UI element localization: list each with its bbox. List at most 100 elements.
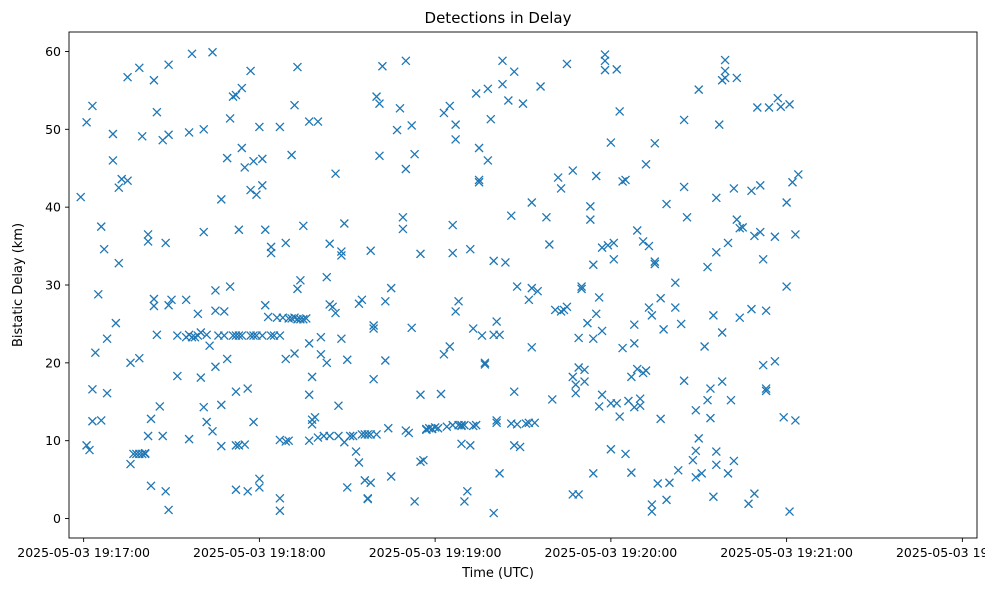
- data-point-x-marker: [662, 495, 671, 505]
- data-point-x-marker: [697, 468, 707, 478]
- data-point-x-marker: [380, 356, 390, 365]
- data-point-x-marker: [172, 371, 182, 381]
- data-point-x-marker: [392, 125, 402, 135]
- data-point-x-marker: [471, 89, 481, 98]
- data-point-x-marker: [99, 244, 109, 254]
- data-point-x-marker: [656, 293, 666, 303]
- data-point-x-marker: [369, 321, 379, 330]
- data-point-x-marker: [140, 448, 150, 458]
- data-point-x-marker: [369, 374, 379, 384]
- data-point-x-marker: [512, 282, 522, 292]
- data-point-x-marker: [366, 246, 376, 256]
- data-point-x-marker: [747, 186, 756, 196]
- data-point-x-marker: [615, 412, 625, 422]
- data-point-x-marker: [474, 177, 484, 187]
- data-point-x-marker: [240, 162, 250, 172]
- data-point-x-marker: [260, 225, 270, 235]
- data-point-x-marker: [694, 433, 704, 443]
- data-point-x-marker: [571, 380, 581, 390]
- data-point-x-marker: [445, 101, 455, 111]
- data-point-x-marker: [322, 272, 332, 282]
- data-point-x-marker: [231, 90, 241, 100]
- data-point-x-marker: [612, 64, 622, 74]
- data-point-x-marker: [146, 414, 156, 424]
- data-point-x-marker: [656, 414, 666, 424]
- data-point-x-marker: [281, 437, 291, 446]
- data-point-x-marker: [290, 100, 299, 110]
- data-point-x-marker: [785, 99, 795, 109]
- data-point-x-marker: [749, 489, 759, 499]
- data-point-x-marker: [243, 384, 253, 393]
- data-point-x-marker: [509, 387, 519, 397]
- data-markers: [76, 47, 803, 518]
- data-point-x-marker: [134, 63, 144, 73]
- data-point-x-marker: [275, 506, 285, 516]
- y-tick-label: 40: [45, 200, 61, 215]
- data-point-x-marker: [137, 131, 147, 141]
- data-point-x-marker: [231, 440, 241, 450]
- data-point-x-marker: [87, 101, 97, 111]
- data-point-x-marker: [597, 243, 607, 253]
- data-point-x-marker: [591, 171, 601, 181]
- data-point-x-marker: [489, 508, 499, 518]
- data-point-x-marker: [181, 295, 191, 305]
- x-axis: 2025-05-03 19:17:00 2025-05-03 19:18:00 20…: [17, 538, 985, 560]
- data-point-x-marker: [196, 373, 206, 383]
- data-point-x-marker: [375, 151, 384, 161]
- data-point-x-marker: [222, 354, 232, 364]
- data-point-x-marker: [755, 180, 765, 190]
- data-point-x-marker: [108, 129, 118, 139]
- data-point-x-marker: [650, 259, 660, 269]
- data-point-x-marker: [703, 395, 712, 405]
- data-point-x-marker: [237, 331, 247, 341]
- data-point-x-marker: [87, 384, 97, 394]
- data-point-x-marker: [448, 248, 458, 258]
- data-point-x-marker: [383, 423, 393, 433]
- data-point-x-marker: [257, 154, 267, 164]
- data-point-x-marker: [574, 489, 584, 499]
- data-point-x-marker: [143, 236, 153, 246]
- x-tick-label: 2025-05-03 19:22:00: [896, 545, 985, 560]
- data-point-x-marker: [700, 342, 710, 351]
- data-point-x-marker: [468, 324, 478, 334]
- data-point-x-marker: [518, 99, 528, 109]
- data-point-x-marker: [451, 307, 461, 316]
- data-point-x-marker: [788, 177, 797, 187]
- data-point-x-marker: [465, 440, 475, 450]
- data-point-x-marker: [732, 73, 742, 83]
- data-point-x-marker: [164, 505, 174, 515]
- data-point-x-marker: [662, 199, 671, 209]
- data-point-x-marker: [609, 254, 619, 264]
- data-point-x-marker: [336, 247, 346, 256]
- data-point-x-marker: [360, 475, 370, 485]
- data-point-x-marker: [483, 84, 493, 94]
- data-point-x-marker: [398, 224, 408, 234]
- data-point-x-marker: [577, 282, 587, 292]
- data-point-x-marker: [779, 412, 789, 422]
- data-point-x-marker: [729, 184, 739, 193]
- data-point-x-marker: [158, 431, 168, 441]
- data-point-x-marker: [758, 254, 768, 264]
- data-point-x-marker: [691, 405, 701, 415]
- data-point-x-marker: [313, 117, 323, 126]
- data-point-x-marker: [210, 362, 220, 372]
- data-point-x-marker: [723, 238, 733, 248]
- data-point-x-marker: [509, 440, 519, 450]
- data-point-x-marker: [480, 358, 490, 368]
- data-point-x-marker: [644, 241, 654, 251]
- data-point-x-marker: [723, 468, 733, 478]
- data-point-x-marker: [222, 153, 232, 163]
- data-point-x-marker: [193, 309, 203, 319]
- data-point-x-marker: [720, 73, 730, 83]
- data-point-x-marker: [304, 117, 314, 126]
- data-point-x-marker: [600, 56, 610, 66]
- data-point-x-marker: [401, 164, 411, 174]
- data-point-x-marker: [334, 401, 343, 411]
- data-point-x-marker: [114, 258, 124, 268]
- data-point-x-marker: [237, 83, 247, 93]
- data-point-x-marker: [711, 460, 721, 470]
- data-point-x-marker: [149, 75, 159, 85]
- data-point-x-marker: [231, 387, 241, 397]
- data-point-x-marker: [93, 289, 103, 299]
- data-point-x-marker: [418, 455, 428, 465]
